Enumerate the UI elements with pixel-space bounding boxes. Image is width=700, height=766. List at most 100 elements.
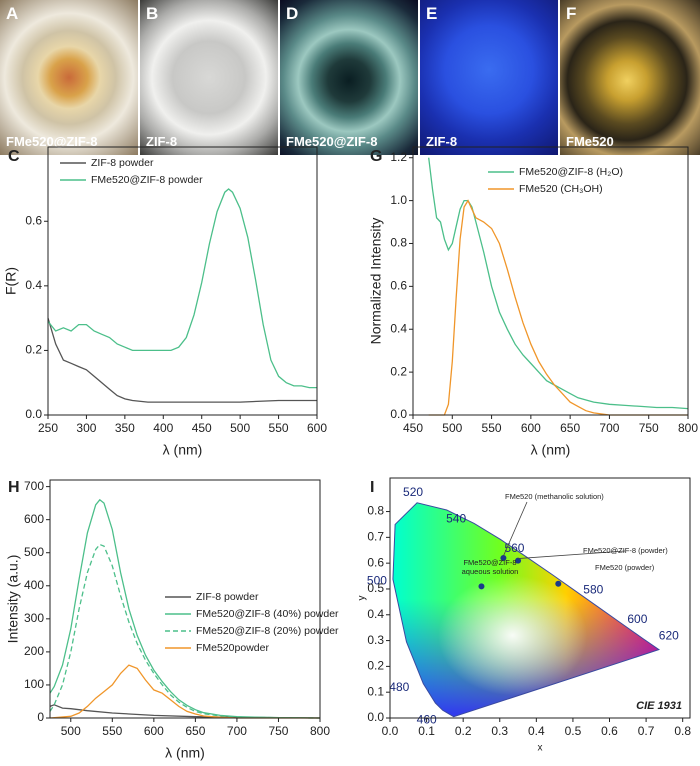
x-tick-label: 300 [76, 421, 96, 435]
x-axis-label: λ (nm) [165, 745, 205, 761]
x-tick-label: 550 [269, 421, 289, 435]
x-tick-label: 800 [678, 421, 698, 435]
y-tick-label: 0.6 [367, 555, 384, 569]
y-tick-label: 0.7 [367, 530, 384, 544]
x-tick-label: 0.3 [491, 724, 508, 738]
x-tick-label: 500 [61, 724, 81, 738]
x-tick-label: 500 [442, 421, 462, 435]
panel-letter: G [370, 148, 382, 165]
point-label: FMe520@ZIF-8 [463, 558, 516, 567]
y-tick-label: 0.2 [25, 343, 42, 357]
x-tick-label: 0.8 [674, 724, 691, 738]
data-point [515, 557, 522, 564]
plot-frame [412, 146, 689, 416]
y-tick-label: 0.6 [25, 213, 42, 227]
legend-label: FMe520@ZIF-8 (40%) powder [196, 608, 339, 620]
x-tick-label: 600 [521, 421, 541, 435]
locus-label: 620 [659, 629, 679, 643]
photo-letter: B [146, 4, 159, 23]
x-tick-label: 600 [144, 724, 164, 738]
x-tick-label: 750 [268, 724, 288, 738]
panel-letter: C [8, 148, 20, 165]
y-tick-label: 0.0 [390, 407, 407, 421]
plot-frame [47, 146, 318, 416]
x-axis-label: x [538, 743, 543, 754]
photo-caption: FMe520@ZIF-8 [6, 134, 98, 149]
x-tick-label: 0.0 [382, 724, 399, 738]
y-tick-label: 0.5 [367, 581, 384, 595]
legend-label: FMe520 (CH₃OH) [519, 183, 603, 195]
y-tick-label: 400 [24, 578, 44, 592]
x-tick-label: 0.6 [601, 724, 618, 738]
legend-label: FMe520powder [196, 642, 269, 654]
x-tick-label: 650 [560, 421, 580, 435]
y-tick-label: 700 [24, 479, 44, 493]
legend-label: ZIF-8 powder [196, 591, 259, 603]
y-tick-label: 300 [24, 611, 44, 625]
locus-label: 520 [403, 485, 423, 499]
legend-label: FMe520@ZIF-8 powder [91, 174, 203, 186]
point-label: FMe520@ZIF-8 (powder) [583, 546, 668, 555]
y-tick-label: 0.3 [367, 633, 384, 647]
y-tick-label: 0.2 [367, 659, 384, 673]
x-tick-label: 500 [230, 421, 250, 435]
y-tick-label: 0.0 [367, 710, 384, 724]
photo-letter: A [6, 4, 19, 23]
x-tick-label: 550 [102, 724, 122, 738]
x-axis-label: λ (nm) [163, 442, 203, 458]
y-tick-label: 500 [24, 545, 44, 559]
y-tick-label: 0.8 [390, 236, 407, 250]
x-tick-label: 450 [403, 421, 423, 435]
x-tick-label: 400 [153, 421, 173, 435]
locus-label: 580 [583, 582, 603, 596]
y-tick-label: 1.0 [390, 193, 407, 207]
arrow [518, 550, 626, 559]
x-tick-label: 600 [307, 421, 327, 435]
photo-letter: E [426, 4, 438, 23]
y-tick-label: 0.6 [390, 279, 407, 293]
y-tick-label: 0 [37, 710, 44, 724]
photo: B ZIF-8 [140, 0, 278, 155]
legend-label: ZIF-8 powder [91, 157, 154, 169]
plot-frame [49, 479, 321, 719]
locus-label: 500 [367, 573, 387, 587]
series-line [49, 543, 321, 719]
series-line [428, 199, 688, 416]
panel-letter: I [370, 479, 374, 496]
data-point [500, 555, 507, 561]
photo: E ZIF-8 [420, 0, 558, 155]
arrow [503, 501, 528, 557]
photo: D FMe520@ZIF-8 [280, 0, 418, 155]
series-line [49, 664, 320, 719]
y-tick-label: 0.4 [367, 607, 384, 621]
y-tick-label: 100 [24, 677, 44, 691]
x-tick-label: 750 [639, 421, 659, 435]
point-label: aqueous solution [462, 567, 519, 576]
cie-gamut [392, 502, 659, 717]
locus-label: 600 [627, 612, 647, 626]
photo-caption: FMe520@ZIF-8 [286, 134, 378, 149]
series-line [49, 498, 321, 719]
annotation: CIE 1931 [636, 700, 682, 712]
legend-label: FMe520@ZIF-8 (20%) powder [196, 625, 339, 637]
y-tick-label: 0.4 [390, 321, 407, 335]
x-tick-label: 0.1 [418, 724, 435, 738]
photo-caption: FMe520 [566, 134, 614, 149]
locus-label: 540 [446, 512, 466, 526]
x-tick-label: 550 [482, 421, 502, 435]
x-tick-label: 0.2 [455, 724, 472, 738]
y-tick-label: 0.0 [25, 407, 42, 421]
series-line [47, 317, 317, 403]
cie-locus [392, 502, 661, 718]
y-axis-label: Normalized Intensity [368, 218, 384, 345]
plot-frame [389, 477, 691, 719]
series-line [47, 188, 317, 389]
legend-label: FMe520@ZIF-8 (H₂O) [519, 166, 623, 178]
y-tick-label: 0.4 [25, 278, 42, 292]
x-tick-label: 700 [227, 724, 247, 738]
photo: A FMe520@ZIF-8 [0, 0, 138, 155]
x-tick-label: 650 [185, 724, 205, 738]
photo: F FMe520 [560, 0, 700, 155]
y-tick-label: 1.2 [390, 150, 407, 164]
